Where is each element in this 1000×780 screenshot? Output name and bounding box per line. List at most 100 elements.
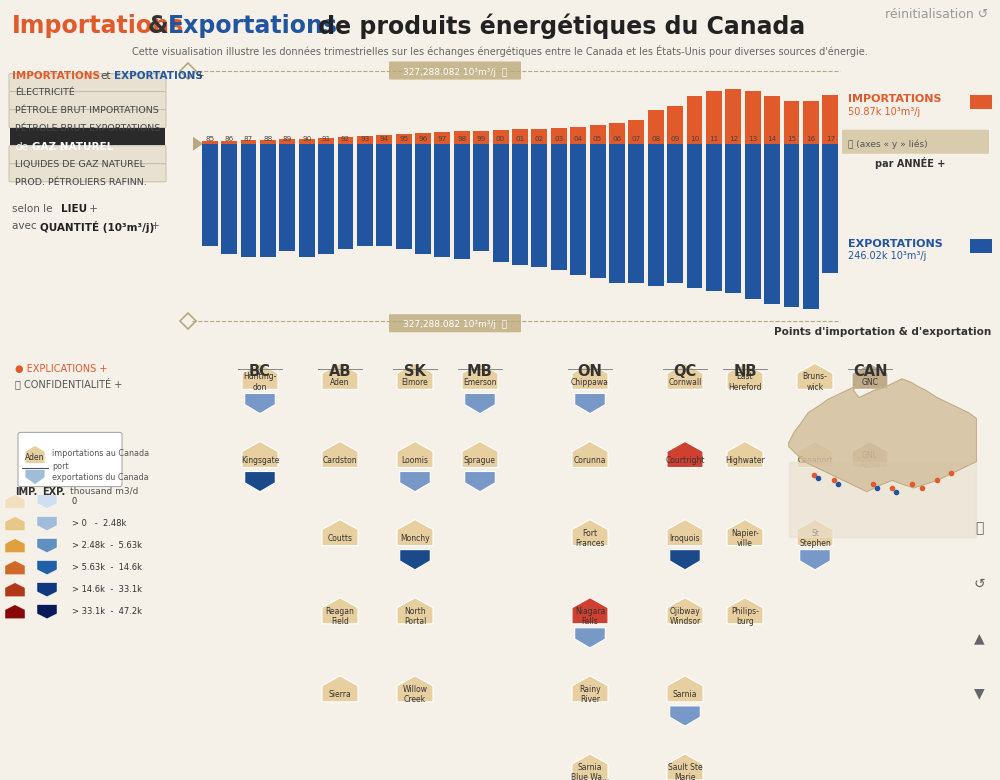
- Polygon shape: [397, 363, 433, 389]
- Text: Sault Ste
Marie: Sault Ste Marie: [668, 763, 702, 780]
- Text: 09: 09: [671, 136, 680, 142]
- Bar: [454, 144, 470, 259]
- Text: Loomis: Loomis: [402, 456, 428, 465]
- Bar: [822, 144, 838, 273]
- Text: 89: 89: [283, 136, 292, 142]
- Text: 93: 93: [360, 136, 369, 142]
- Polygon shape: [667, 754, 703, 780]
- Text: 86: 86: [224, 136, 234, 142]
- Text: GNL
Autre: GNL Autre: [860, 451, 881, 470]
- Polygon shape: [242, 441, 278, 467]
- Text: 99: 99: [477, 136, 486, 142]
- Text: 15: 15: [787, 136, 796, 142]
- Bar: [434, 144, 450, 257]
- Text: Points d'importation & d'exportation: Points d'importation & d'exportation: [774, 327, 991, 337]
- Text: QUANTITÉ (10³m³/j): QUANTITÉ (10³m³/j): [40, 221, 154, 233]
- Bar: [648, 111, 664, 144]
- Text: Exportations: Exportations: [168, 13, 338, 37]
- Text: Sarnia
Blue Wa...: Sarnia Blue Wa...: [571, 763, 609, 780]
- Text: 07: 07: [632, 136, 641, 142]
- FancyBboxPatch shape: [842, 129, 989, 154]
- Text: 85: 85: [205, 136, 214, 142]
- Polygon shape: [797, 441, 833, 467]
- Bar: [279, 139, 295, 144]
- Text: Ojibway
Windsor: Ojibway Windsor: [669, 607, 701, 626]
- Text: EXP.: EXP.: [42, 487, 65, 497]
- Bar: [376, 135, 392, 144]
- Polygon shape: [727, 519, 763, 546]
- Text: +: +: [86, 204, 97, 214]
- Polygon shape: [465, 471, 495, 491]
- Text: LIQUIDES DE GAZ NATUREL: LIQUIDES DE GAZ NATUREL: [15, 160, 145, 168]
- Bar: [628, 120, 644, 144]
- Text: IMPORTATIONS: IMPORTATIONS: [848, 94, 942, 104]
- Polygon shape: [789, 462, 976, 537]
- Polygon shape: [5, 539, 25, 553]
- Text: réinitialisation ↺: réinitialisation ↺: [885, 8, 988, 21]
- Bar: [745, 144, 761, 299]
- Polygon shape: [242, 363, 278, 389]
- Text: ÉLECTRICITÉ: ÉLECTRICITÉ: [15, 87, 75, 97]
- Bar: [396, 144, 412, 249]
- Polygon shape: [575, 393, 605, 413]
- Text: 17: 17: [826, 136, 835, 142]
- Bar: [473, 131, 489, 144]
- Polygon shape: [322, 363, 358, 389]
- Bar: [279, 144, 295, 251]
- Polygon shape: [797, 363, 833, 389]
- FancyBboxPatch shape: [9, 164, 166, 182]
- Bar: [725, 144, 741, 293]
- Text: 02: 02: [535, 136, 544, 142]
- Bar: [822, 95, 838, 144]
- Polygon shape: [37, 561, 57, 575]
- Bar: [570, 126, 586, 144]
- Text: 10: 10: [690, 136, 699, 142]
- Bar: [609, 144, 625, 283]
- Bar: [803, 101, 819, 144]
- Polygon shape: [797, 519, 833, 546]
- Text: avec: avec: [12, 221, 40, 231]
- Text: 03: 03: [554, 136, 563, 142]
- Bar: [357, 144, 373, 246]
- Bar: [531, 144, 547, 268]
- Text: 98: 98: [457, 136, 466, 142]
- Text: PROD. PÉTROLIERS RAFINN.: PROD. PÉTROLIERS RAFINN.: [15, 178, 147, 187]
- Bar: [376, 144, 392, 246]
- Text: QC: QC: [673, 364, 697, 379]
- Polygon shape: [5, 561, 25, 575]
- Text: Willow
Creek: Willow Creek: [402, 685, 428, 704]
- Bar: [318, 144, 334, 254]
- Bar: [551, 128, 567, 144]
- Text: > 0   -  2.48k: > 0 - 2.48k: [72, 519, 126, 528]
- Polygon shape: [667, 675, 703, 702]
- Bar: [628, 144, 644, 283]
- Bar: [570, 144, 586, 275]
- Text: St
Stephen: St Stephen: [799, 529, 831, 548]
- Bar: [667, 144, 683, 283]
- Bar: [784, 144, 799, 307]
- Bar: [260, 144, 276, 257]
- Text: +: +: [196, 70, 205, 80]
- Text: GAZ NATUREL: GAZ NATUREL: [32, 142, 113, 152]
- FancyBboxPatch shape: [9, 91, 166, 110]
- Text: Philips-
burg: Philips- burg: [731, 607, 759, 626]
- FancyBboxPatch shape: [18, 432, 122, 487]
- Bar: [764, 96, 780, 144]
- Bar: [415, 133, 431, 144]
- Polygon shape: [670, 550, 700, 570]
- Polygon shape: [462, 441, 498, 467]
- Polygon shape: [322, 519, 358, 546]
- Text: Iroquois: Iroquois: [670, 534, 700, 543]
- Bar: [745, 91, 761, 144]
- Bar: [357, 136, 373, 144]
- Bar: [454, 131, 470, 144]
- Text: Highwater: Highwater: [725, 456, 765, 465]
- Bar: [221, 141, 237, 144]
- Polygon shape: [575, 628, 605, 648]
- Text: 87: 87: [244, 136, 253, 142]
- Text: 01: 01: [515, 136, 525, 142]
- Polygon shape: [37, 495, 57, 509]
- Text: Sierra: Sierra: [329, 690, 351, 699]
- FancyBboxPatch shape: [389, 62, 521, 80]
- Text: et: et: [100, 70, 110, 80]
